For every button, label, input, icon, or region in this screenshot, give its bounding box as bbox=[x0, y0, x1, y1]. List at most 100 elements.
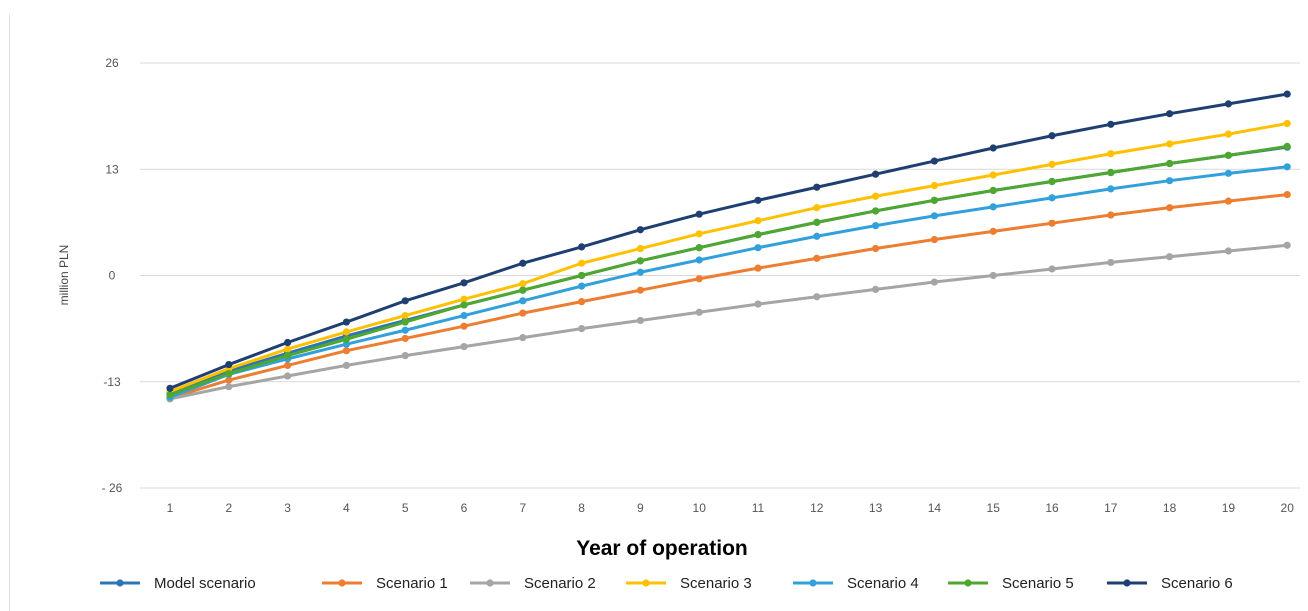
data-point bbox=[1224, 151, 1232, 159]
series-scenario-5 bbox=[166, 142, 1291, 399]
data-point bbox=[342, 318, 350, 326]
data-point bbox=[636, 244, 645, 253]
gridlines bbox=[140, 62, 1300, 489]
series-line bbox=[168, 144, 1289, 397]
y-tick-label: 13 bbox=[105, 162, 119, 176]
data-point bbox=[872, 192, 880, 200]
data-point bbox=[1107, 211, 1115, 219]
data-point bbox=[1166, 253, 1174, 261]
y-tick-label: -13 bbox=[103, 375, 121, 389]
data-point bbox=[930, 181, 939, 190]
data-point bbox=[519, 259, 527, 267]
x-tick-label: 17 bbox=[1104, 501, 1118, 515]
data-point bbox=[519, 280, 527, 288]
legend-marker bbox=[1123, 579, 1131, 587]
legend: Model scenario Scenario 1 Scenario 2 Scenar… bbox=[100, 575, 1233, 592]
legend-item: Model scenario bbox=[100, 575, 256, 592]
legend-label: Scenario 4 bbox=[847, 575, 919, 592]
data-point bbox=[1048, 194, 1056, 202]
series-line bbox=[168, 165, 1289, 399]
data-point bbox=[225, 383, 233, 391]
x-tick-label: 16 bbox=[1045, 501, 1059, 515]
data-point bbox=[1224, 169, 1232, 177]
series-line bbox=[168, 92, 1289, 390]
data-point bbox=[872, 170, 880, 178]
data-point bbox=[1283, 119, 1291, 128]
data-point bbox=[813, 218, 821, 226]
series-line bbox=[168, 145, 1289, 395]
data-point bbox=[754, 264, 762, 272]
data-point bbox=[813, 204, 821, 212]
data-point bbox=[754, 244, 762, 252]
data-point bbox=[519, 286, 527, 294]
data-point bbox=[1048, 132, 1056, 140]
data-point bbox=[813, 293, 821, 301]
data-point bbox=[401, 318, 409, 326]
x-tick-label: 10 bbox=[693, 501, 707, 515]
data-point bbox=[225, 376, 233, 384]
data-point bbox=[342, 335, 350, 343]
series-scenario-2 bbox=[166, 241, 1291, 403]
y-tick-label: 26 bbox=[105, 56, 119, 70]
data-point bbox=[930, 278, 939, 286]
data-point bbox=[930, 196, 939, 204]
data-point bbox=[930, 235, 939, 244]
data-point bbox=[636, 316, 645, 325]
data-point bbox=[225, 360, 233, 369]
data-point bbox=[284, 338, 292, 347]
legend-item: Scenario 3 bbox=[626, 575, 752, 592]
data-point bbox=[401, 351, 409, 360]
data-point bbox=[1283, 190, 1291, 199]
series-scenario-6 bbox=[166, 90, 1291, 392]
y-tick-label: 0 bbox=[109, 269, 116, 283]
data-point bbox=[519, 297, 527, 305]
legend-marker bbox=[116, 579, 124, 587]
data-point bbox=[813, 232, 821, 240]
data-point bbox=[284, 345, 292, 353]
data-point bbox=[695, 210, 703, 218]
x-tick-label: 2 bbox=[225, 501, 232, 515]
legend-item: Scenario 5 bbox=[948, 575, 1074, 592]
legend-item: Scenario 2 bbox=[470, 575, 596, 592]
data-point bbox=[754, 196, 762, 204]
x-tick-label: 14 bbox=[928, 501, 942, 515]
data-point bbox=[1107, 185, 1115, 193]
data-point bbox=[695, 275, 703, 283]
data-point bbox=[1224, 130, 1232, 138]
legend-item: Scenario 1 bbox=[322, 575, 448, 592]
series-scenario-4 bbox=[166, 163, 1291, 401]
legend-marker bbox=[338, 579, 346, 587]
data-point bbox=[1224, 247, 1232, 255]
data-point bbox=[872, 244, 880, 253]
x-tick-label: 6 bbox=[461, 501, 468, 515]
legend-item: Scenario 4 bbox=[793, 575, 919, 592]
x-tick-label: 3 bbox=[284, 501, 291, 515]
data-point bbox=[754, 231, 762, 239]
series-line bbox=[168, 121, 1289, 394]
data-point bbox=[401, 297, 409, 305]
data-point bbox=[930, 157, 939, 165]
data-point bbox=[519, 334, 527, 342]
data-point bbox=[578, 243, 586, 251]
data-point bbox=[636, 226, 645, 234]
data-point bbox=[1166, 204, 1174, 212]
data-point bbox=[872, 222, 880, 230]
data-point bbox=[636, 268, 645, 276]
data-point bbox=[989, 227, 997, 235]
data-point bbox=[754, 217, 762, 225]
series-line bbox=[168, 243, 1289, 401]
legend-label: Scenario 6 bbox=[1161, 575, 1233, 592]
data-point bbox=[872, 207, 880, 215]
frame-border bbox=[9, 14, 10, 611]
x-tick-label: 11 bbox=[752, 501, 765, 515]
data-point bbox=[166, 391, 174, 399]
legend-label: Scenario 2 bbox=[524, 575, 596, 592]
data-point bbox=[460, 311, 468, 320]
legend-marker bbox=[486, 579, 494, 587]
data-point bbox=[813, 254, 821, 262]
data-point bbox=[1166, 140, 1174, 148]
x-axis-label: Year of operation bbox=[576, 537, 748, 560]
data-point bbox=[1166, 159, 1174, 168]
legend-marker bbox=[809, 579, 817, 587]
